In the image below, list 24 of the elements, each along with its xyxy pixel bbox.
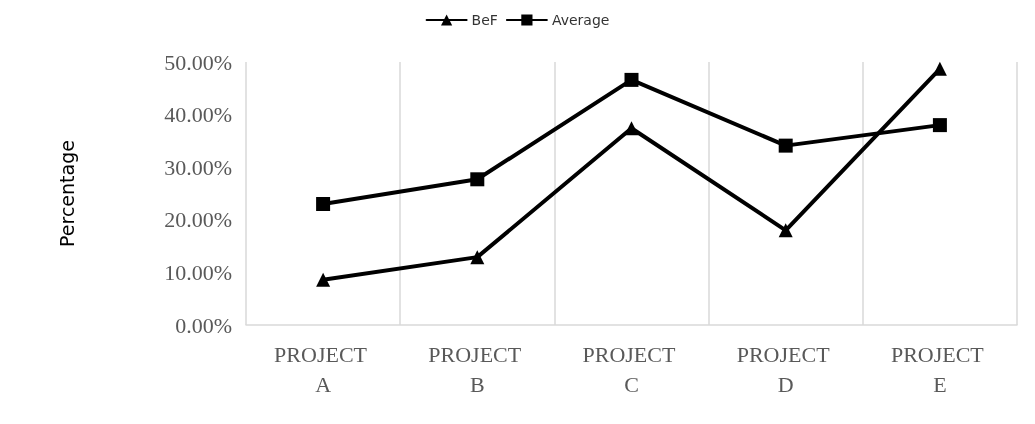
point (624, 72, 639, 87)
x-tick-label: PROJECT D (736, 341, 835, 397)
y-tick-label: 10.00% (164, 259, 232, 285)
x-tick-label: PROJECT B (428, 341, 527, 397)
y-axis-title: Percentage (55, 140, 78, 247)
point (470, 250, 485, 265)
y-tick-label: 50.00% (164, 49, 232, 75)
legend-label: BeF (471, 12, 498, 28)
point (316, 197, 331, 212)
y-tick-label: 30.00% (164, 154, 232, 180)
point (932, 118, 947, 133)
point (316, 272, 331, 287)
point (624, 121, 639, 136)
x-tick-label: PROJECT E (890, 341, 989, 397)
x-tick-label: PROJECT A (274, 341, 373, 397)
y-tick-label: 40.00% (164, 102, 232, 128)
y-tick-label: 0.00% (175, 312, 232, 338)
point (470, 172, 485, 187)
y-tick-label: 20.00% (164, 207, 232, 233)
point (778, 138, 793, 153)
x-tick-label: PROJECT C (582, 341, 681, 397)
point (932, 61, 947, 76)
legend-label: Average (551, 12, 610, 28)
point (778, 223, 793, 238)
